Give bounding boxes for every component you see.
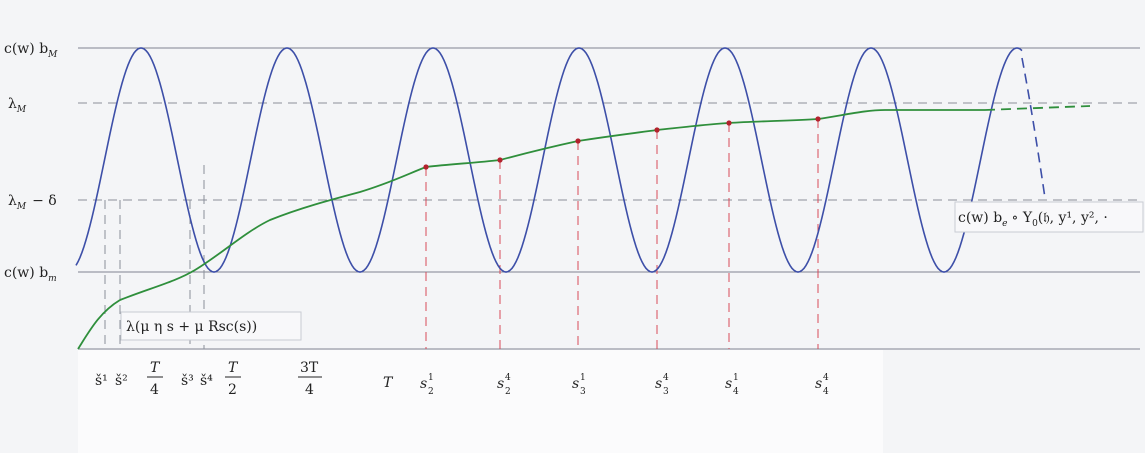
svg-text:2: 2 (505, 387, 511, 397)
svg-text:s: s (655, 376, 662, 392)
xlabel-s2t: š² (115, 372, 128, 389)
svg-text:4: 4 (505, 373, 511, 383)
svg-text:4: 4 (733, 387, 739, 397)
blue-tail-annotation: c(w) be ∘ Y0(𝔥, y¹, y², · (958, 210, 1108, 229)
svg-text:3: 3 (580, 387, 586, 397)
xlabel-T: T (383, 375, 394, 391)
xlabel-s2-1: s 1 2 (420, 373, 434, 397)
svg-text:1: 1 (580, 373, 586, 383)
label-cbm: c(w) bm (4, 265, 57, 284)
green-curve (77, 109, 985, 350)
svg-text:s: s (572, 376, 579, 392)
axis-label-strip (78, 350, 883, 453)
svg-text:3: 3 (663, 387, 669, 397)
svg-text:s: s (725, 376, 732, 392)
svg-text:4: 4 (150, 382, 159, 398)
blue-oscillation-curve (75, 47, 1023, 273)
svg-text:4: 4 (663, 373, 669, 383)
xlabel-s2-4: s 4 2 (497, 373, 511, 397)
svg-text:1: 1 (733, 373, 739, 383)
label-cbM: c(w) bM (4, 41, 58, 60)
svg-text:2: 2 (228, 382, 237, 398)
xlabel-s4-4: s 4 4 (815, 373, 829, 397)
dot-s2-4 (497, 157, 503, 163)
xlabel-s3-4: s 4 3 (655, 373, 669, 397)
xlabel-s4-1: s 1 4 (725, 373, 739, 397)
dot-s3-4 (654, 127, 660, 133)
xlabel-s1t: š¹ (95, 372, 108, 389)
svg-text:s: s (497, 376, 504, 392)
xlabel-T4: T 4 (147, 360, 163, 398)
blue-tail-annotation-box (954, 201, 1144, 233)
label-lambdaM: λM (8, 96, 27, 115)
xlabel-T2: T 2 (225, 360, 241, 398)
svg-text:3T: 3T (300, 360, 319, 376)
svg-text:4: 4 (823, 373, 829, 383)
xlabel-s3-1: s 1 3 (572, 373, 586, 397)
xlabel-s4t: š⁴ (200, 372, 213, 389)
xlabel-3T4: 3T 4 (298, 360, 322, 398)
svg-text:s: s (420, 376, 427, 392)
dot-s2-1 (423, 164, 429, 170)
svg-text:T: T (228, 360, 239, 376)
dot-s4-4 (815, 116, 821, 122)
label-lambdaM-delta: λM − δ (8, 193, 57, 212)
svg-text:4: 4 (305, 382, 314, 398)
svg-text:2: 2 (428, 387, 434, 397)
xlabel-s3t: š³ (181, 372, 194, 389)
dot-s3-1 (575, 138, 581, 144)
green-curve-dashed-tail (984, 105, 1091, 111)
svg-text:4: 4 (823, 387, 829, 397)
green-annotation-box (120, 311, 302, 341)
svg-text:T: T (150, 360, 161, 376)
dot-s4-1 (726, 120, 732, 126)
svg-text:1: 1 (428, 373, 434, 383)
svg-text:s: s (815, 376, 822, 392)
green-curve-annotation: λ(μ η s + μ Rsc(s)) (126, 319, 257, 335)
